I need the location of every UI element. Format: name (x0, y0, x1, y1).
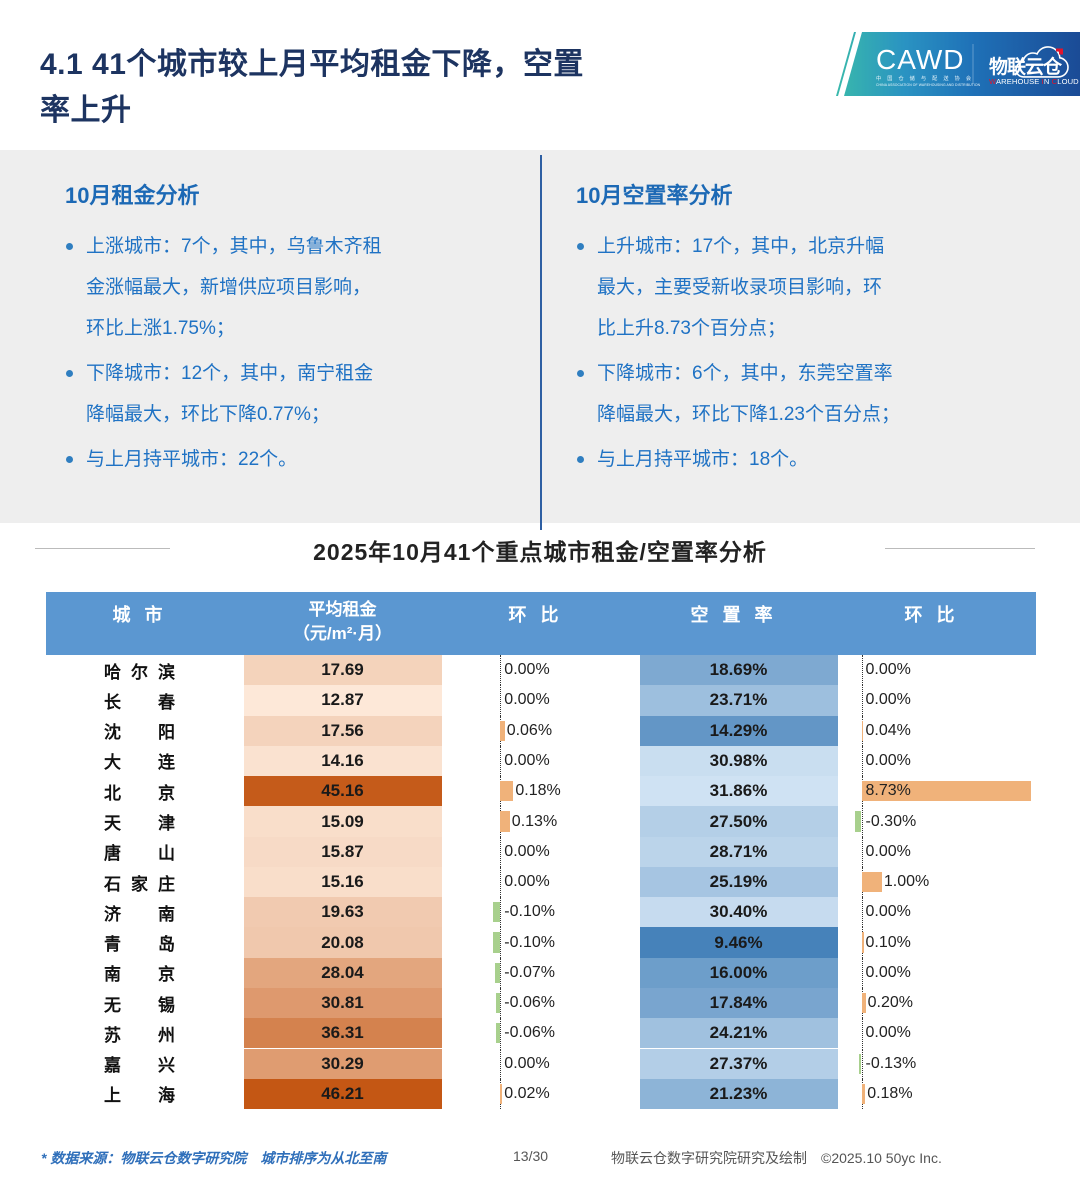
svg-text:CAWD: CAWD (876, 44, 965, 75)
svg-text:物联云仓: 物联云仓 (989, 55, 1063, 78)
svg-text:中 国 仓 储 与 配 送 协 会: 中 国 仓 储 与 配 送 协 会 (876, 74, 973, 82)
svg-text:WAREHOUSE IN CLOUD: WAREHOUSE IN CLOUD (989, 77, 1079, 86)
svg-text:CHINA ASSOCIATION OF WAREHOUSI: CHINA ASSOCIATION OF WAREHOUSING AND DIS… (876, 83, 981, 87)
